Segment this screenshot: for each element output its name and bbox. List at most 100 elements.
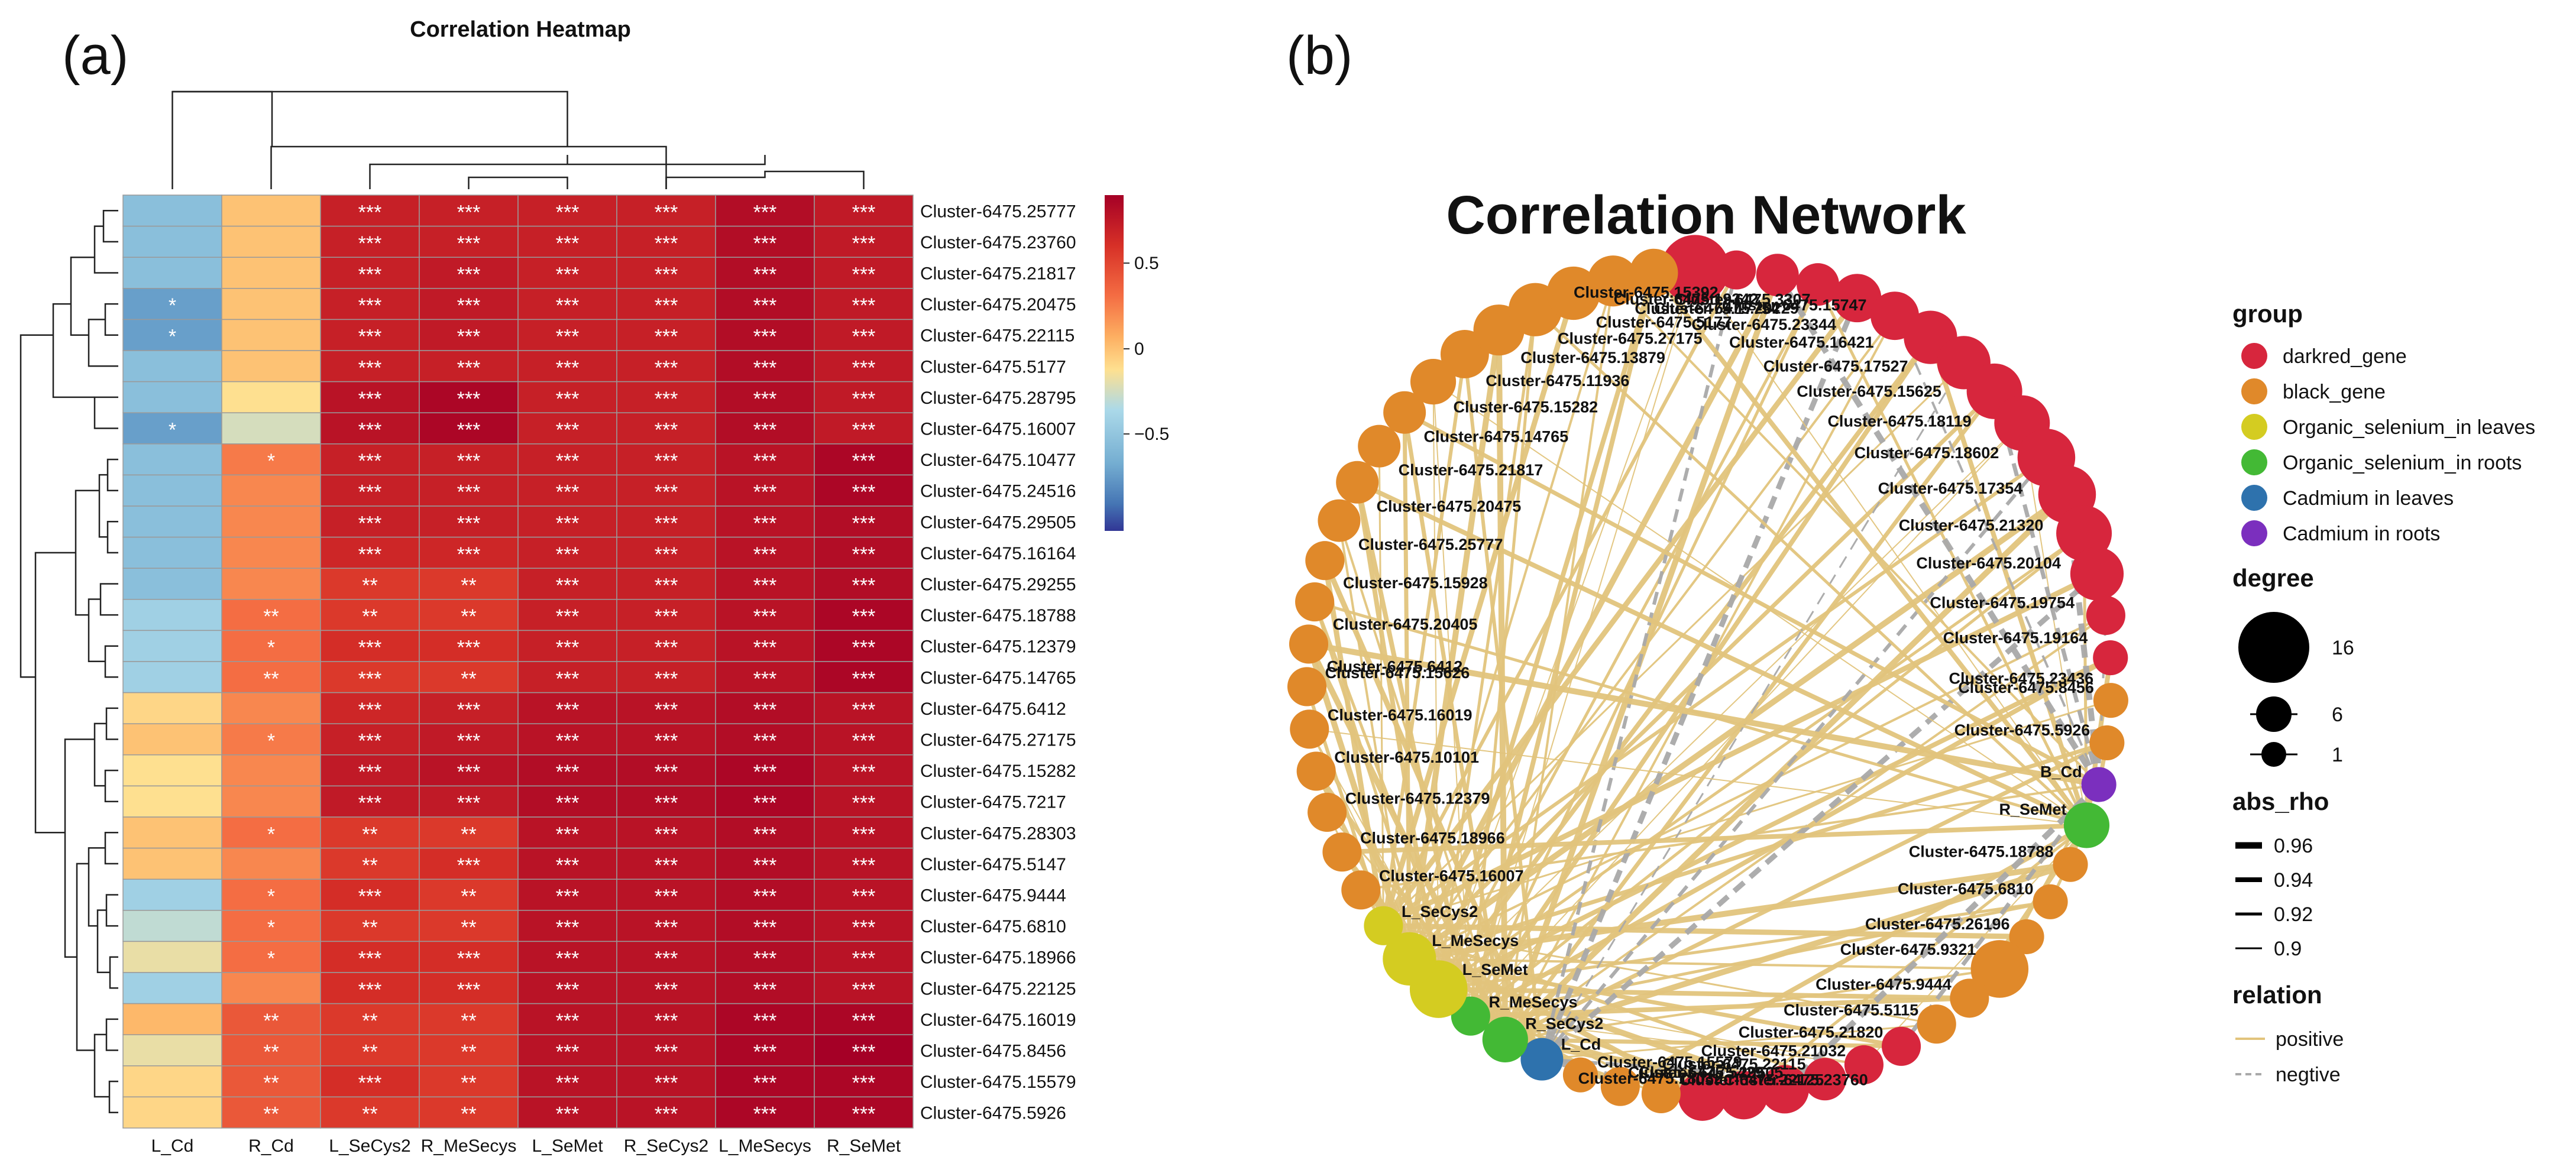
significance-mark: *** bbox=[358, 326, 382, 348]
heatmap-cell bbox=[419, 692, 519, 724]
significance-mark: *** bbox=[655, 450, 678, 472]
dendrogram-branch bbox=[99, 583, 118, 616]
network-node-label: Cluster-6475.15392 bbox=[1574, 284, 1719, 302]
heatmap-cell bbox=[221, 568, 321, 600]
network-node-label: Cluster-6475.19754 bbox=[1930, 594, 2075, 611]
heatmap-cell bbox=[715, 381, 815, 413]
positive-edge bbox=[1406, 329, 1502, 960]
positive-edge bbox=[1308, 641, 2100, 787]
heatmap-cell bbox=[715, 599, 815, 631]
positive-edge bbox=[1504, 280, 1614, 1040]
significance-mark: * bbox=[169, 419, 176, 442]
dendrogram-branch bbox=[88, 319, 118, 367]
heatmap-row-label: Cluster-6475.23760 bbox=[920, 233, 1076, 252]
network-node-label: Cluster-6475.10101 bbox=[1334, 748, 1479, 766]
network-node bbox=[1305, 541, 1345, 581]
heatmap-cell bbox=[517, 1034, 617, 1067]
dendrogram-branch bbox=[64, 738, 95, 958]
network-node-label: Cluster-6475.26196 bbox=[1865, 915, 2010, 933]
significance-mark: *** bbox=[655, 978, 678, 1001]
heatmap-cell bbox=[517, 972, 617, 1004]
heatmap-cell bbox=[221, 225, 321, 258]
network-node bbox=[1804, 1058, 1847, 1101]
significance-mark: ** bbox=[362, 854, 377, 877]
heatmap-cell bbox=[517, 536, 617, 569]
legend-rho-096: 0.96 bbox=[2274, 835, 2313, 857]
legend-rho-094: 0.94 bbox=[2274, 869, 2313, 892]
heatmap-cell bbox=[715, 1096, 815, 1129]
positive-edge bbox=[1309, 728, 2087, 826]
heatmap-cell bbox=[814, 692, 914, 724]
significance-mark: *** bbox=[556, 667, 580, 690]
dendrogram-branch bbox=[104, 769, 118, 802]
heatmap-cell bbox=[122, 785, 222, 818]
heatmap-cell bbox=[221, 661, 321, 693]
heatmap-cell bbox=[122, 661, 222, 693]
heatmap-cell bbox=[419, 1065, 519, 1098]
heatmap-cell bbox=[814, 754, 914, 787]
colorbar-label-0: 0 bbox=[1134, 339, 1144, 359]
significance-mark: *** bbox=[852, 886, 876, 908]
network-node-label: Cluster-6475.18119 bbox=[1827, 412, 1971, 430]
significance-mark: *** bbox=[753, 294, 777, 317]
heatmap-cell bbox=[122, 754, 222, 787]
significance-mark: *** bbox=[655, 854, 678, 877]
heatmap-cell bbox=[221, 816, 321, 849]
network-node bbox=[1410, 359, 1457, 405]
significance-mark: *** bbox=[457, 232, 481, 255]
heatmap-cell bbox=[616, 225, 716, 258]
network-node bbox=[2063, 802, 2110, 848]
significance-mark: ** bbox=[263, 1010, 279, 1032]
legend-group-title: group bbox=[2232, 300, 2303, 328]
significance-mark: *** bbox=[852, 419, 876, 442]
significance-mark: ** bbox=[461, 575, 476, 597]
significance-mark: *** bbox=[852, 232, 876, 255]
significance-mark: *** bbox=[852, 356, 876, 379]
significance-mark: ** bbox=[461, 667, 476, 690]
network-node bbox=[1290, 709, 1329, 749]
network-node-label: Cluster-6475.9444 bbox=[1816, 975, 1952, 993]
network-node-label: Cluster-6475.5177 bbox=[1596, 313, 1732, 331]
heatmap-cell bbox=[221, 443, 321, 476]
significance-mark: *** bbox=[556, 605, 580, 628]
network-node-label: Cluster-6475.15928 bbox=[1343, 574, 1488, 592]
positive-edge bbox=[1436, 272, 1656, 990]
network-node-label: Cluster-6475.21032 bbox=[1701, 1042, 1846, 1059]
heatmap-cell bbox=[419, 630, 519, 662]
network-node bbox=[1970, 940, 2029, 998]
significance-mark: *** bbox=[852, 761, 876, 783]
dendrogram-branch bbox=[105, 1018, 118, 1051]
heatmap-cell bbox=[616, 972, 716, 1004]
positive-edge bbox=[1381, 269, 1738, 927]
heatmap-cell bbox=[814, 972, 914, 1004]
heatmap-cell bbox=[221, 319, 321, 351]
heatmap-cell bbox=[419, 972, 519, 1004]
positive-edge bbox=[1534, 308, 2088, 827]
positive-edge bbox=[1356, 480, 2088, 828]
significance-mark: *** bbox=[457, 854, 481, 877]
heatmap-cell bbox=[320, 1096, 420, 1129]
network-node-label: Cluster-6475.20405 bbox=[1333, 615, 1478, 633]
significance-mark: * bbox=[267, 823, 275, 845]
heatmap-cell bbox=[814, 505, 914, 538]
heatmap-row-label: Cluster-6475.28795 bbox=[920, 388, 1076, 408]
significance-mark: *** bbox=[753, 201, 777, 223]
network-node-label: Cluster-6475.17527 bbox=[1763, 357, 1908, 375]
significance-mark: *** bbox=[753, 978, 777, 1001]
negative-edge bbox=[1540, 572, 2099, 1062]
network-node-label: R_SeCys2 bbox=[1525, 1015, 1603, 1032]
significance-mark: *** bbox=[556, 730, 580, 753]
heatmap-column-label: L_Cd bbox=[151, 1136, 194, 1156]
network-node-label: Cluster-6475.15625 bbox=[1797, 383, 1941, 400]
significance-mark: ** bbox=[263, 605, 279, 628]
heatmap-cell bbox=[320, 692, 420, 724]
significance-mark: *** bbox=[852, 294, 876, 317]
network-node-label: Cluster-6475.5926 bbox=[1954, 721, 2090, 739]
network-node bbox=[1287, 667, 1327, 706]
network-node-label: Cluster-6475.20475 bbox=[1377, 497, 1522, 515]
significance-mark: *** bbox=[358, 543, 382, 566]
significance-mark: *** bbox=[556, 761, 580, 783]
network-node-label: Cluster-6475.5115 bbox=[1784, 1002, 1918, 1019]
positive-edge bbox=[1306, 643, 1508, 1041]
positive-edge bbox=[1505, 1037, 1902, 1049]
